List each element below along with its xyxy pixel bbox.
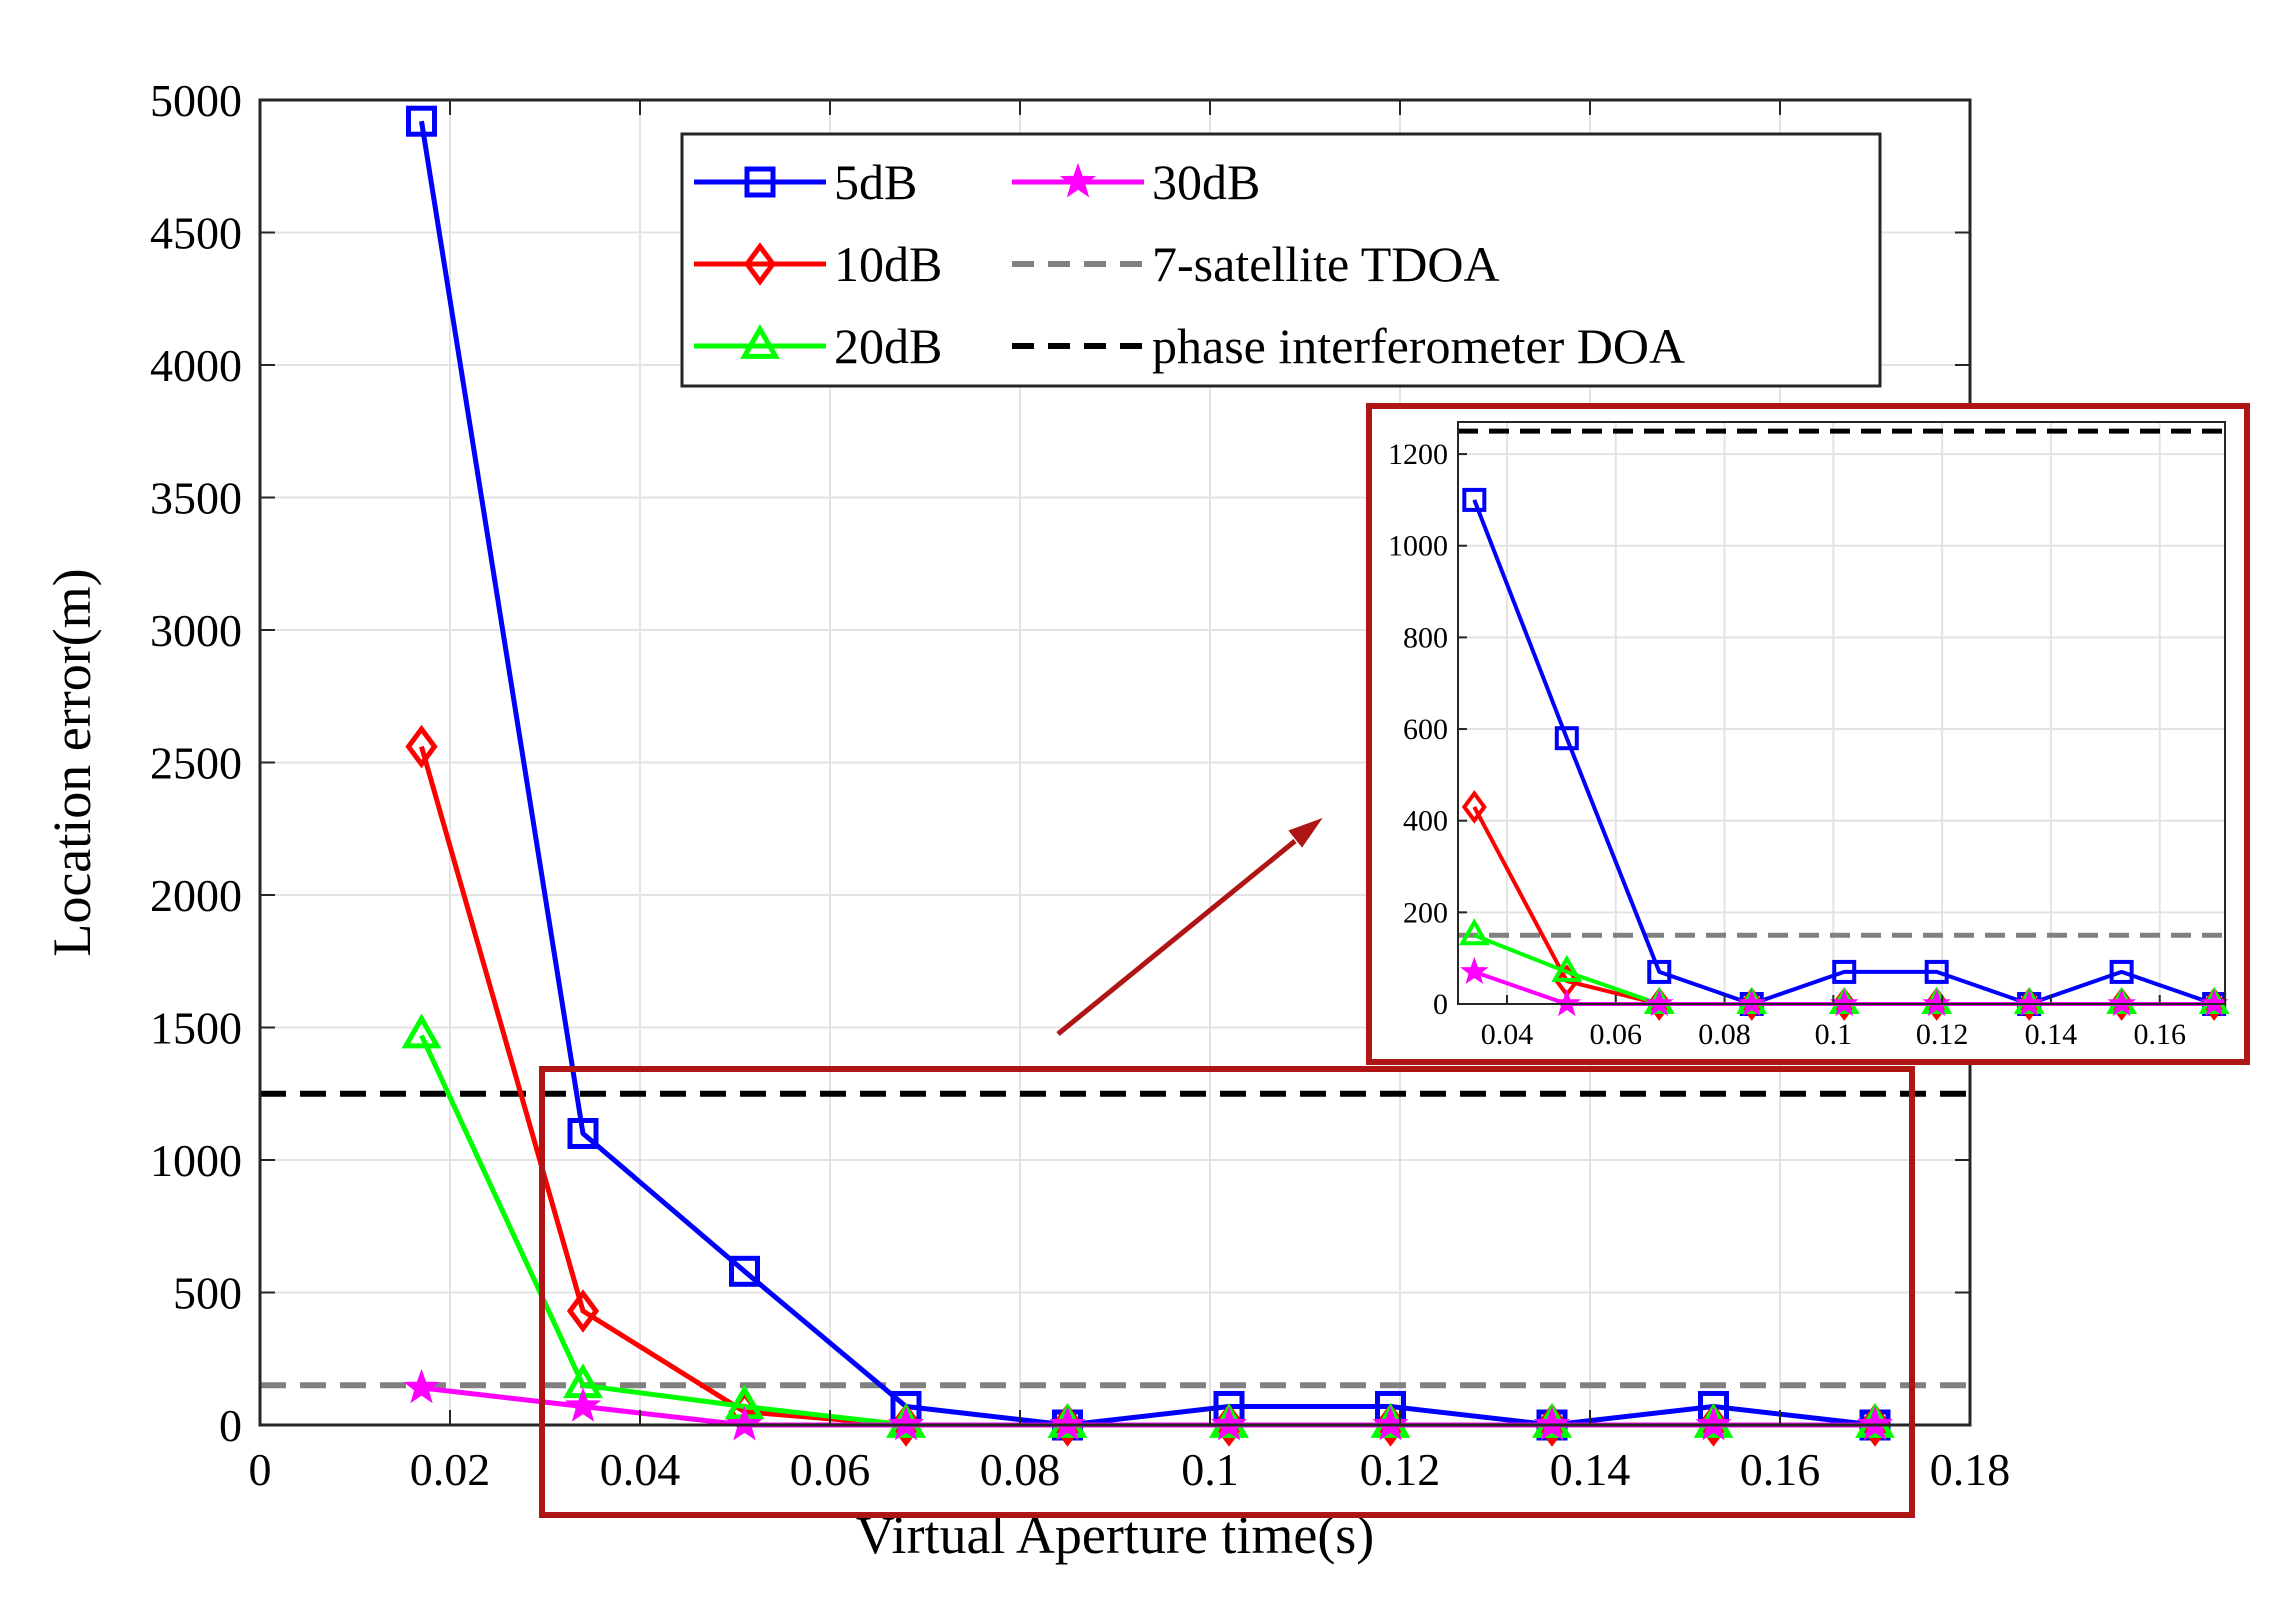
inset-y-tick-label: 800 (1403, 621, 1448, 654)
data-point (566, 1289, 600, 1333)
inset-data-point (1461, 790, 1487, 824)
y-tick-label: 4500 (150, 208, 242, 259)
inset-x-tick-label: 0.06 (1590, 1018, 1643, 1051)
legend-marker (1059, 162, 1097, 198)
legend-item: 10dB (694, 236, 942, 292)
y-tick-label: 0 (219, 1400, 242, 1451)
inset-y-tick-label: 0 (1433, 988, 1448, 1021)
zoom-arrow-line (1056, 839, 1297, 1036)
inset-y-tick-label: 600 (1403, 713, 1448, 746)
legend-label: 7-satellite TDOA (1152, 236, 1500, 292)
legend-item: 20dB (694, 318, 942, 374)
inset-data-point (1647, 959, 1672, 984)
y-tick-label: 1000 (150, 1135, 242, 1186)
inset-plot: 0.04 0.06 0.08 0.1 0.12 0.14 0.16 0 200 400 600 800… (1366, 403, 2250, 1065)
inset-data-point (2199, 989, 2229, 1017)
data-point (401, 1013, 442, 1049)
legend-box (680, 132, 1882, 388)
inset-y-tick-label: 400 (1403, 805, 1448, 838)
inset-ticks: 0.04 0.06 0.08 0.1 0.12 0.14 0.16 0 200 400 600 800… (1388, 438, 2186, 1051)
inset-data-point (1924, 959, 1949, 984)
inset-data-point (2107, 989, 2136, 1017)
zoom-region-box (539, 1066, 1915, 1518)
inset-data-point (1551, 954, 1583, 982)
legend-label: 5dB (834, 154, 917, 210)
inset-y-tick-label: 1000 (1388, 530, 1448, 563)
x-tick-label: 0.16 (1740, 1444, 1821, 1495)
inset-data-point (1829, 989, 1859, 1017)
data-point (1372, 1406, 1409, 1441)
inset-y-tick-label: 200 (1403, 896, 1448, 929)
data-point (1533, 1406, 1571, 1441)
inset-x-tick-label: 0.16 (2133, 1018, 2186, 1051)
inset-data-point (1462, 487, 1487, 512)
inset-data-point (1737, 989, 1767, 1017)
legend-item: 7-satellite TDOA (1012, 236, 1500, 292)
inset-axes-box (1457, 421, 2226, 1005)
data-point (726, 1406, 763, 1441)
zoom-arrow-head (1288, 817, 1323, 848)
inset-data-point (1922, 988, 1951, 1017)
inset-x-tick-label: 0.1 (1815, 1018, 1853, 1051)
inset-x-tick-label: 0.08 (1698, 1018, 1751, 1051)
legend-marker (743, 242, 777, 286)
x-tick-label: 0.14 (1550, 1444, 1631, 1495)
inset-data-point (1644, 989, 1674, 1017)
data-point (1695, 1406, 1732, 1441)
data-point (1049, 1406, 1086, 1441)
y-tick-label: 2500 (150, 738, 242, 789)
x-tick-label: 0.1 (1181, 1444, 1239, 1495)
legend-label: 30dB (1152, 154, 1260, 210)
legend-marker (740, 324, 780, 359)
x-tick-label: 0.06 (790, 1444, 871, 1495)
legend-label: 20dB (834, 318, 942, 374)
inset-data-point (1458, 918, 1490, 946)
data-point (406, 105, 437, 137)
legend-label: 10dB (834, 236, 942, 292)
legend: 5dB 10dB 20dB 30dB 7-satellite TDOA phase int… (680, 132, 1882, 388)
x-tick-label: 0.12 (1360, 1444, 1441, 1495)
inset-data-point (1460, 956, 1489, 985)
legend-label: phase interferometer DOA (1152, 318, 1685, 374)
data-point (403, 1368, 440, 1404)
legend-marker (744, 166, 776, 198)
series-line (419, 120, 1876, 1428)
y-tick-label: 5000 (150, 75, 242, 126)
y-tick-label: 4000 (150, 340, 242, 391)
y-tick-label: 2000 (150, 870, 242, 921)
x-tick-label: 0.18 (1930, 1444, 2011, 1495)
inset-data-point (2109, 959, 2134, 984)
data-point (1210, 1406, 1248, 1441)
inset-data-point (2014, 989, 2044, 1017)
data-point (564, 1387, 602, 1422)
legend-item: 5dB (694, 154, 917, 210)
inset-grid (1458, 422, 2225, 1004)
y-tick-label: 3000 (150, 605, 242, 656)
legend-item: 30dB (1012, 154, 1260, 210)
data-point (405, 724, 438, 769)
inset-data-point (1832, 959, 1857, 984)
data-point (567, 1118, 599, 1149)
x-tick-label: 0.08 (980, 1444, 1061, 1495)
inset-data-point (1554, 726, 1579, 751)
inset-series-line (1472, 499, 2215, 1006)
inset-data-point (1552, 988, 1582, 1017)
x-tick-label: 0.04 (600, 1444, 681, 1495)
legend-item: phase interferometer DOA (1012, 318, 1685, 374)
y-axis-label: Location error(m) (42, 568, 102, 956)
inset-y-tick-label: 1200 (1388, 438, 1448, 471)
data-point (887, 1406, 925, 1441)
data-point (1856, 1406, 1894, 1441)
inset-x-tick-label: 0.14 (2025, 1018, 2078, 1051)
x-tick-label: 0.02 (410, 1444, 491, 1495)
y-tick-label: 3500 (150, 473, 242, 524)
x-tick-label: 0 (249, 1444, 272, 1495)
data-point (729, 1255, 760, 1287)
y-tick-label: 1500 (150, 1003, 242, 1054)
inset-x-tick-label: 0.04 (1481, 1018, 1534, 1051)
y-tick-label: 500 (173, 1268, 242, 1319)
inset-x-tick-label: 0.12 (1916, 1018, 1969, 1051)
